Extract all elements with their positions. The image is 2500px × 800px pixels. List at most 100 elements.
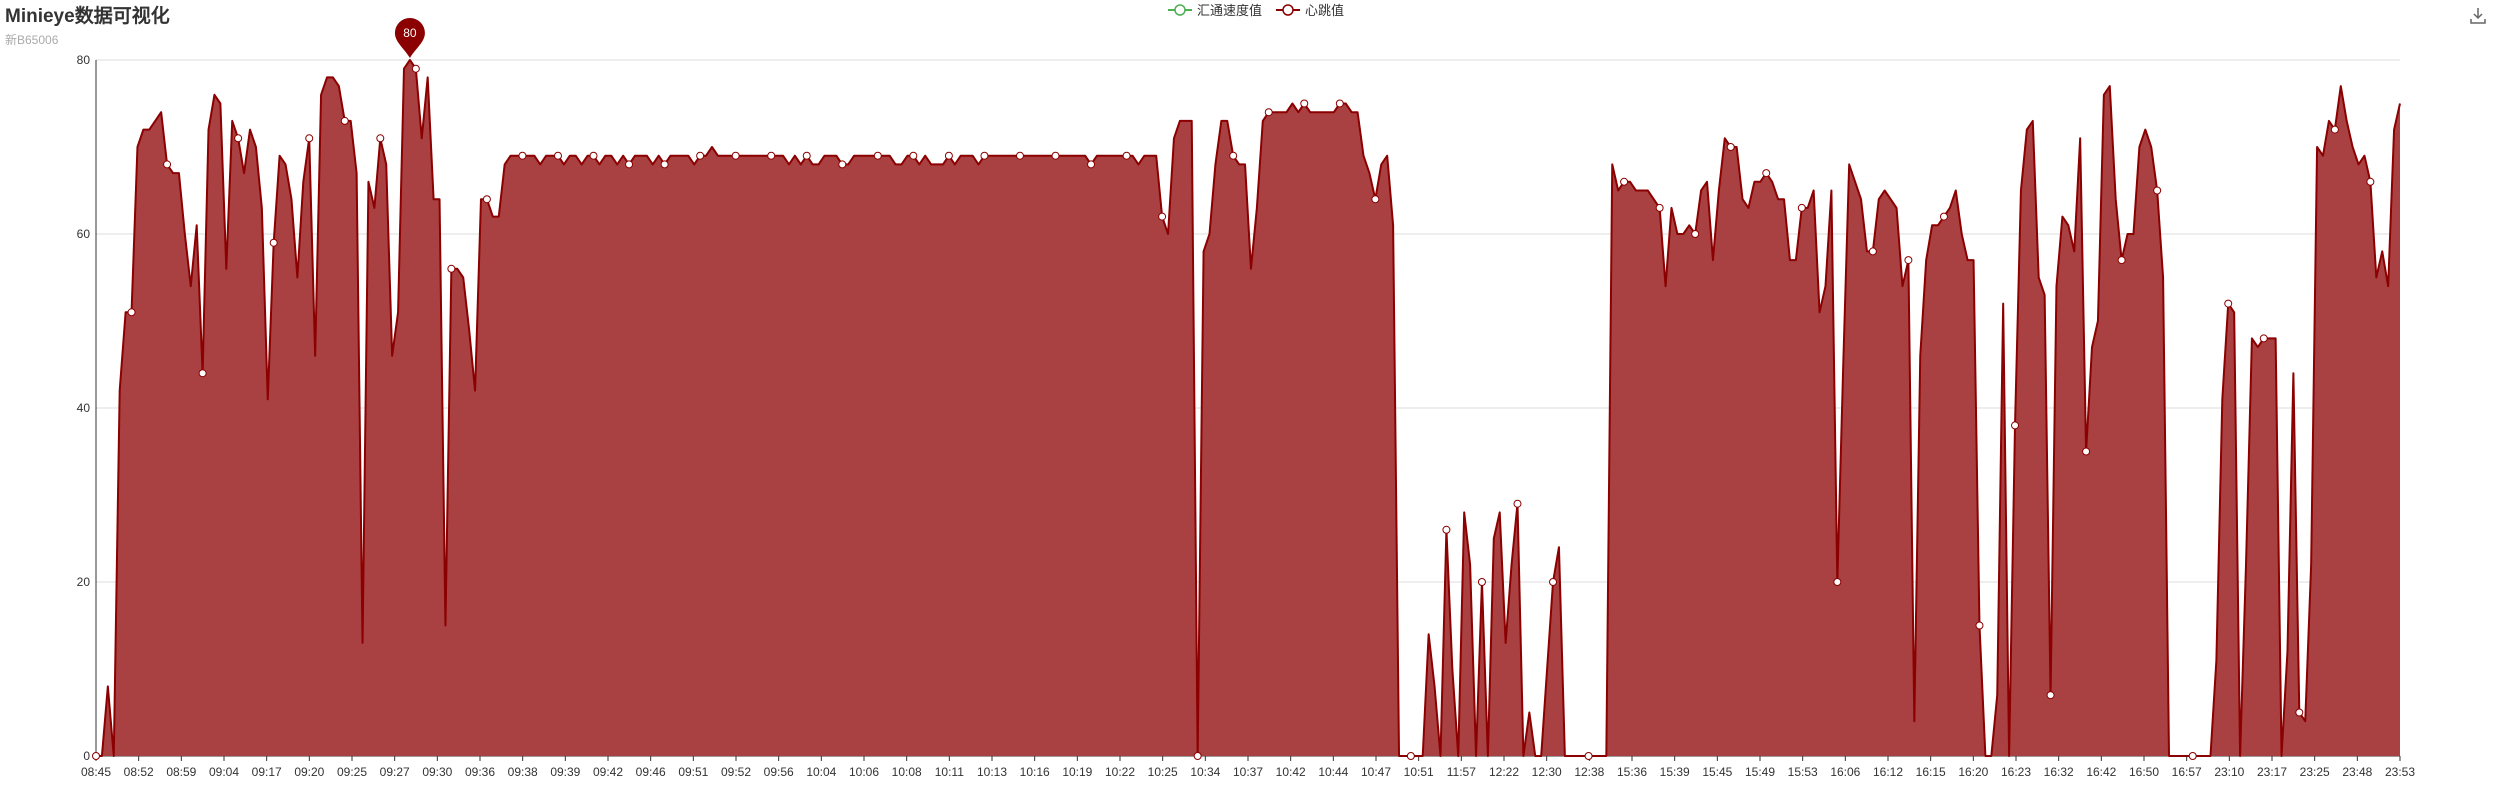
legend-speed-icon [1168,3,1192,16]
data-point[interactable] [1015,151,1024,160]
data-point[interactable] [1264,108,1273,117]
x-tick-label: 09:38 [508,765,538,779]
x-tick-label: 10:34 [1190,765,1220,779]
legend-heartbeat-icon [1276,3,1301,16]
data-point[interactable] [2046,691,2055,700]
x-tick-label: 09:42 [593,765,623,779]
x-tick-label: 09:39 [550,765,580,779]
data-point[interactable] [1833,578,1842,586]
x-tick-label: 15:45 [1702,765,1732,779]
data-point[interactable] [376,134,385,143]
x-tick-label: 08:52 [124,765,154,779]
data-point[interactable] [838,160,847,169]
x-tick-label: 10:04 [806,765,836,779]
x-tick-label: 16:20 [1958,765,1988,779]
data-point[interactable] [696,151,705,160]
x-tick-label: 10:16 [1020,765,1050,779]
data-point[interactable] [625,160,634,169]
x-tick-label: 12:38 [1574,765,1604,779]
x-tick-label: 16:50 [2129,765,2159,779]
data-point[interactable] [1726,143,1735,151]
data-point[interactable] [2117,256,2126,265]
data-point[interactable] [447,264,456,273]
data-point[interactable] [92,752,100,760]
data-point[interactable] [1122,151,1131,160]
data-point[interactable] [1335,99,1344,108]
data-point[interactable] [2259,334,2268,343]
data-point[interactable] [1904,256,1913,265]
data-point[interactable] [1513,499,1522,508]
data-point[interactable] [802,151,811,160]
x-tick-label: 09:27 [380,765,410,779]
data-point[interactable] [1087,160,1096,169]
x-tick-label: 09:20 [294,765,324,779]
data-point[interactable] [1193,752,1202,760]
data-point[interactable] [1691,230,1700,238]
y-tick-label: 20 [77,575,91,589]
data-point[interactable] [1939,212,1948,221]
data-point[interactable] [1655,203,1664,212]
data-point[interactable] [1371,195,1380,204]
data-point[interactable] [1477,578,1486,586]
data-point[interactable] [1549,578,1558,586]
data-point[interactable] [1975,621,1984,630]
data-point[interactable] [731,151,740,160]
x-tick-label: 08:45 [81,765,111,779]
data-point[interactable] [1620,177,1629,186]
x-tick-label: 15:49 [1745,765,1775,779]
x-tick-label: 16:57 [2172,765,2202,779]
data-point[interactable] [1868,247,1877,256]
data-point[interactable] [873,151,882,160]
x-tick-label: 16:42 [2086,765,2116,779]
data-point[interactable] [1051,151,1060,160]
data-point[interactable] [1229,151,1238,160]
data-point[interactable] [411,64,420,73]
x-tick-label: 10:37 [1233,765,1263,779]
data-point[interactable] [2188,752,2197,760]
data-point[interactable] [340,116,349,125]
data-point[interactable] [2082,447,2091,456]
data-point[interactable] [1762,169,1771,178]
data-point[interactable] [2153,186,2162,195]
page-subtitle: 新B65006 [5,33,59,47]
data-point[interactable] [269,238,278,247]
legend-item-heartbeat[interactable]: 心跳值 [1276,0,1344,19]
x-tick-label: 10:19 [1062,765,1092,779]
data-point[interactable] [1442,525,1451,534]
data-point[interactable] [234,134,243,143]
data-point[interactable] [980,151,989,160]
data-point[interactable] [553,151,562,160]
data-point[interactable] [163,160,172,169]
data-point[interactable] [1158,212,1167,221]
data-point[interactable] [660,160,669,169]
chart-legend: 汇通速度值 心跳值 [1168,0,1344,19]
download-icon[interactable] [2468,6,2488,26]
data-point[interactable] [482,195,491,204]
data-point[interactable] [305,134,314,143]
data-point[interactable] [2330,125,2339,134]
y-tick-label: 0 [83,749,90,763]
x-tick-label: 08:59 [166,765,196,779]
x-tick-label: 09:17 [252,765,282,779]
data-point[interactable] [1584,752,1593,760]
x-tick-label: 15:39 [1660,765,1690,779]
data-point[interactable] [2295,708,2304,717]
data-point[interactable] [589,151,598,160]
x-tick-label: 10:06 [849,765,879,779]
legend-item-speed[interactable]: 汇通速度值 [1168,0,1262,19]
y-tick-label: 60 [77,227,91,241]
data-point[interactable] [198,369,207,378]
data-point[interactable] [2366,177,2375,186]
data-point[interactable] [909,151,918,160]
data-point[interactable] [944,151,953,160]
data-point[interactable] [1300,99,1309,108]
data-point[interactable] [518,151,527,160]
data-point[interactable] [2224,299,2233,308]
data-point[interactable] [767,151,776,160]
data-point[interactable] [2011,421,2020,430]
data-point[interactable] [1406,752,1415,760]
data-point[interactable] [1797,203,1806,212]
data-point[interactable] [127,308,136,317]
x-tick-label: 16:06 [1830,765,1860,779]
